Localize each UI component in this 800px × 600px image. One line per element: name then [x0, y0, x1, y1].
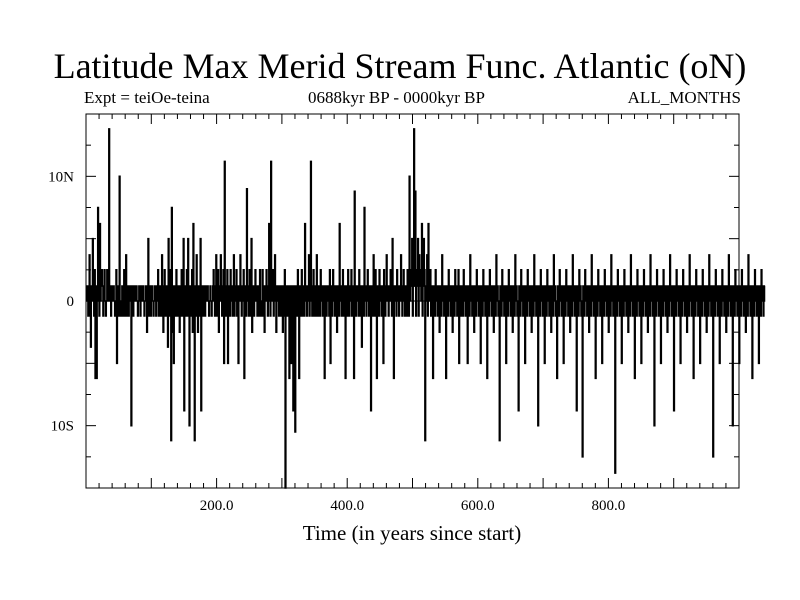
x-tick-label: 800.0	[592, 498, 626, 514]
series-layer	[85, 128, 766, 489]
series-line	[85, 128, 766, 489]
x-tick-label: 600.0	[461, 498, 495, 514]
season-label: ALL_MONTHS	[627, 88, 741, 107]
x-tick-label: 200.0	[200, 498, 234, 514]
y-tick-label: 10N	[48, 169, 74, 185]
x-tick-label: 400.0	[330, 498, 364, 514]
period-label: 0688kyr BP - 0000kyr BP	[308, 88, 485, 107]
y-tick-label: 0	[67, 294, 75, 310]
y-tick-label: 10S	[51, 419, 74, 435]
experiment-label: Expt = teiOe-teina	[84, 88, 210, 107]
x-axis-label: Time (in years since start)	[303, 521, 522, 545]
axes-layer: 200.0 400.0 600.0 800.0 10N 0 10S	[48, 113, 740, 514]
chart-title: Latitude Max Merid Stream Func. Atlantic…	[53, 46, 747, 86]
